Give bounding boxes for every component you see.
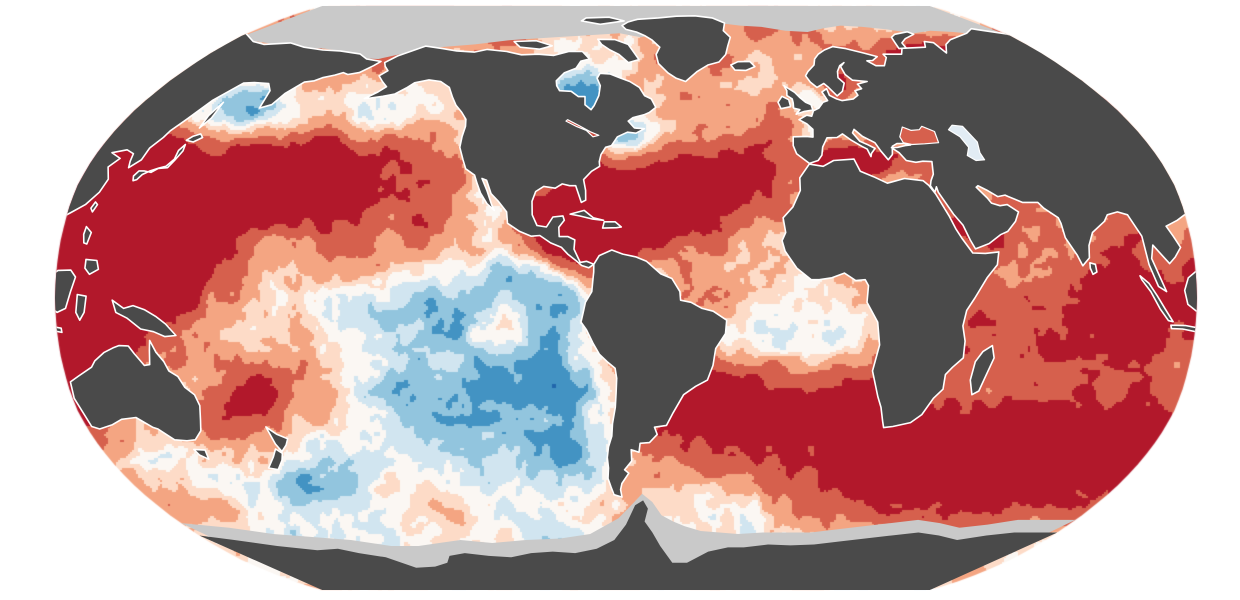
landmass-australia — [69, 339, 202, 442]
landmass-honshu — [1220, 145, 1240, 181]
landmass-novaya-zemlya — [890, 31, 915, 50]
landmass-cuba — [569, 209, 605, 222]
landmass-victoria-island — [513, 39, 553, 50]
landmass-greenland — [0, 16, 31, 82]
landmass-sumatra — [0, 276, 33, 322]
landmass-africa — [781, 158, 1000, 429]
landmass-sumatra — [1139, 275, 1174, 323]
landmass-java — [55, 324, 63, 334]
landmass-ireland — [777, 95, 792, 110]
landmass-new-zealand-south — [267, 448, 284, 471]
landmass-hispaniola — [601, 221, 623, 229]
landmass-hokkaido — [1224, 134, 1236, 142]
landmass-iceland — [730, 60, 756, 72]
landmass-taiwan — [1205, 202, 1210, 212]
landmass-new-guinea — [111, 299, 177, 338]
landmass-borneo — [1183, 269, 1197, 314]
landmass-mindanao — [1223, 259, 1237, 274]
landmass-sri-lanka — [1089, 262, 1098, 276]
continent-antarctica — [199, 500, 1058, 590]
landmass-luzon — [1211, 227, 1219, 244]
inland-sea-black-sea — [899, 125, 940, 146]
landmass-sakhalin — [1187, 101, 1197, 129]
landmass-borneo — [55, 269, 77, 314]
landmass-madagascar — [969, 344, 995, 396]
landmass-south-america — [580, 249, 728, 498]
landmass-north-america — [363, 45, 657, 269]
landmass-hokkaido — [185, 133, 204, 143]
landmass-sulawesi — [75, 293, 87, 321]
landmass-australia — [1170, 339, 1197, 442]
landmass-mindanao — [84, 258, 100, 276]
landmass-sakhalin — [198, 101, 225, 129]
arctic-sea-ice — [236, 6, 1013, 59]
landmass-tasmania — [193, 448, 210, 460]
inland-sea-caspian-sea — [947, 124, 986, 162]
landmass-taiwan — [90, 201, 99, 213]
landmass-honshu — [132, 143, 187, 182]
landmass-great-britain — [783, 84, 814, 115]
landmass-baffin-island — [597, 38, 640, 64]
landmass-java — [1170, 324, 1197, 334]
landmass-sulawesi — [1217, 295, 1228, 321]
landmass-novaya-zemlya — [82, 31, 159, 50]
landmass-new-zealand-north — [265, 426, 289, 453]
landmass-luzon — [82, 225, 93, 245]
landmass-greenland — [621, 15, 732, 83]
landmass-ellesmere-island — [580, 16, 625, 26]
inland-sea-great-lakes — [565, 119, 600, 138]
landmass-eurasia — [55, 27, 382, 293]
